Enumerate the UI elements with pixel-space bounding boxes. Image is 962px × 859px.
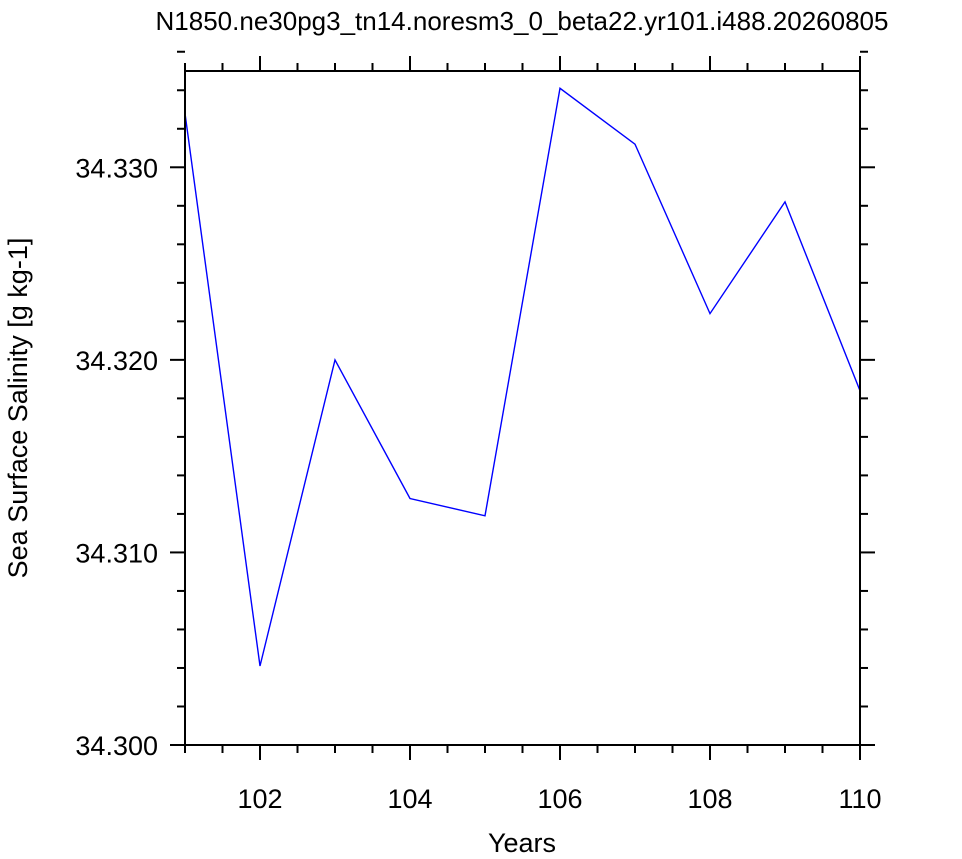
axis-ticks: [170, 50, 875, 760]
chart-title: N1850.ne30pg3_tn14.noresm3_0_beta22.yr10…: [156, 6, 889, 36]
x-tick-label: 110: [838, 784, 881, 814]
x-axis-label: Years: [488, 828, 556, 858]
x-tick-label: 106: [537, 784, 582, 814]
y-tick-label: 34.320: [75, 346, 158, 376]
x-tick-label: 104: [387, 784, 432, 814]
tick-labels: 102 104 106 108 110 34.300 34.310 34.320 34.330: [75, 153, 881, 814]
y-axis-label: Sea Surface Salinity [g kg-1]: [3, 238, 33, 579]
y-tick-label: 34.300: [75, 731, 158, 761]
series-line: [184, 87, 861, 667]
y-tick-label: 34.330: [75, 153, 158, 183]
plot-frame: [184, 70, 861, 746]
x-tick-label: 108: [687, 784, 732, 814]
x-tick-label: 102: [237, 784, 282, 814]
y-tick-label: 34.310: [75, 538, 158, 568]
series-layer: [184, 87, 861, 667]
